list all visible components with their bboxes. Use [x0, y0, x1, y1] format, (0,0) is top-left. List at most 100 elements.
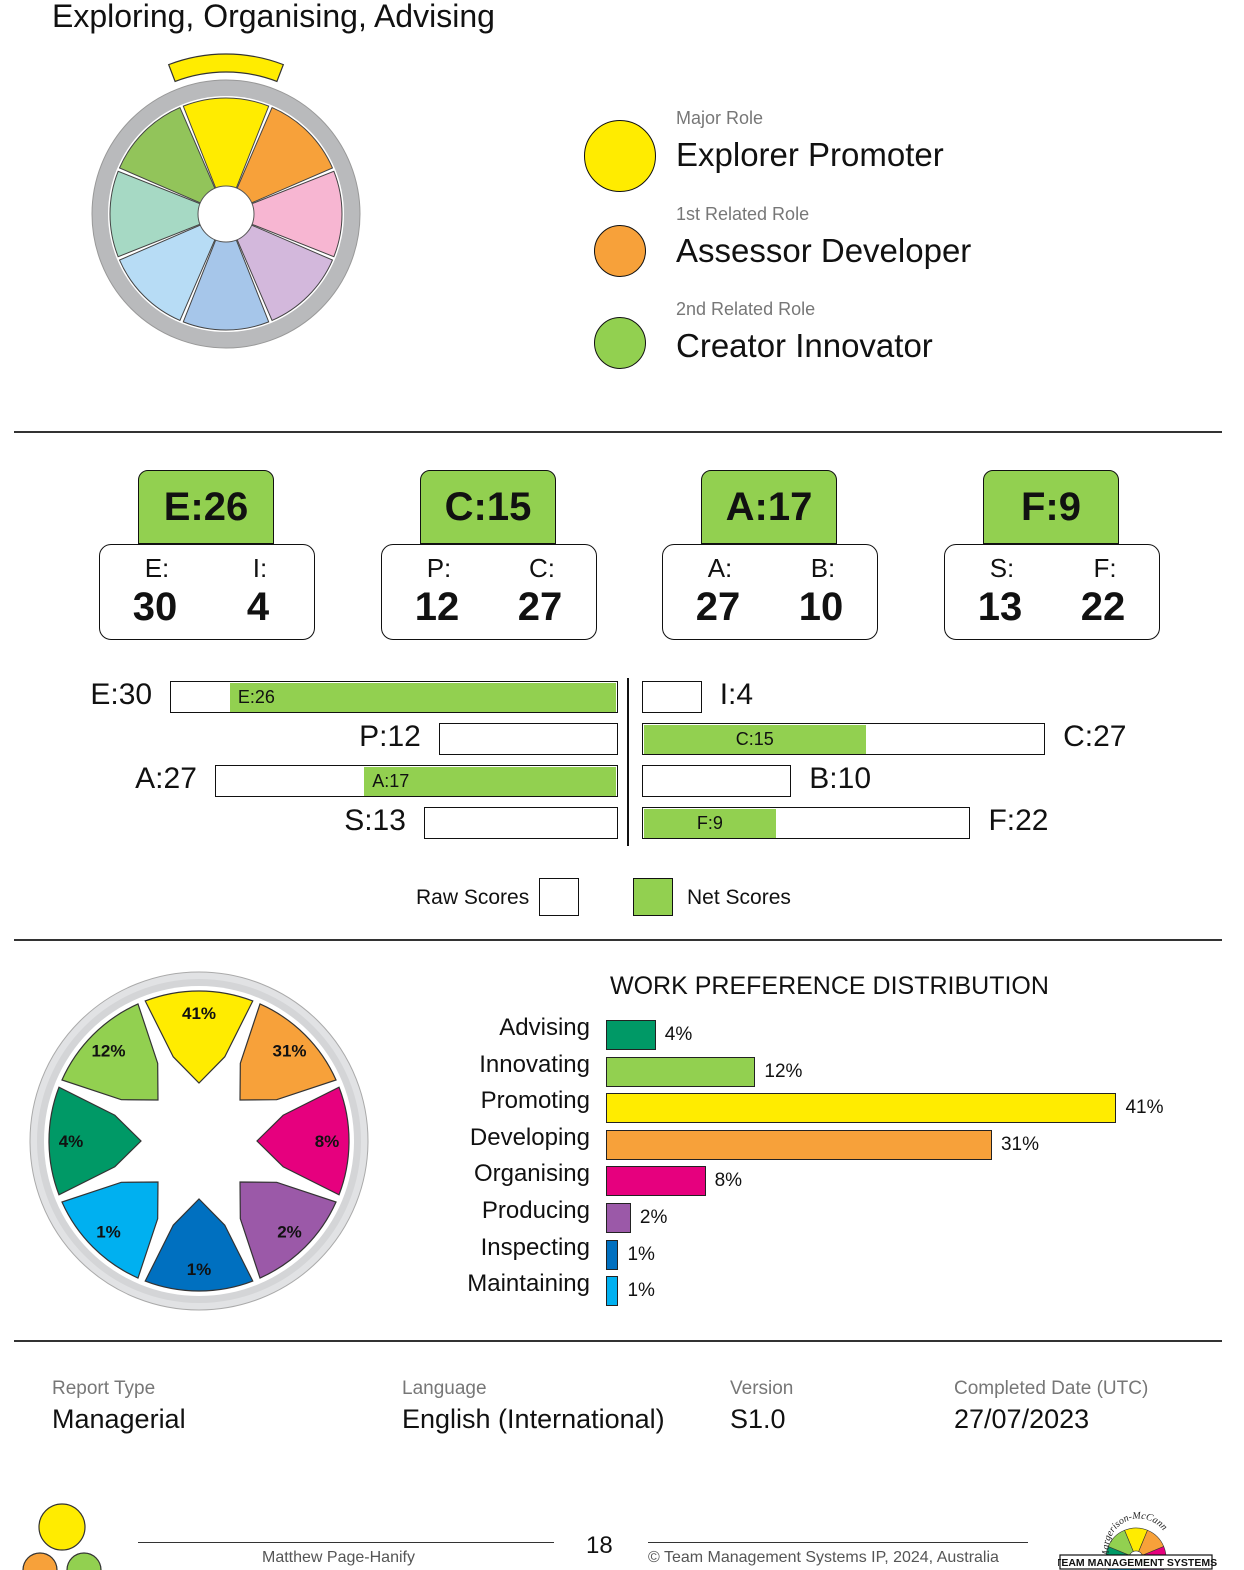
raw-score-right-label: C: [529, 553, 555, 583]
work-preference-wheel-segment [239, 1181, 337, 1279]
logo-text: TEAM MANAGEMENT SYSTEMS [1058, 1557, 1217, 1569]
raw-score-left-label: P: [426, 553, 452, 583]
tms-logo: Margerison-McCann TEAM MANAGEMENT SYSTEM… [1058, 1510, 1217, 1570]
raw-bar-right-label: C:27 [1063, 720, 1127, 753]
work-preference-bar [606, 1166, 706, 1197]
role-caption: Major Role [676, 108, 764, 128]
work-preference-wheel-segment [61, 1003, 159, 1101]
role-wheel [91, 53, 361, 349]
net-bar: E:26 [229, 682, 617, 712]
major-role-arc [167, 53, 285, 83]
divider [14, 1340, 1222, 1342]
work-preference-bar [606, 1129, 992, 1160]
work-preference-wheel-segment [256, 1086, 350, 1196]
report-type-label: Report Type [52, 1378, 156, 1399]
raw-score-box: E: I: 30 4 [99, 544, 315, 640]
work-preference-wheel-segment [48, 1086, 142, 1196]
work-preference-value: 2% [639, 1207, 668, 1228]
work-preference-label: Inspecting [480, 1233, 590, 1261]
raw-bar-left-label: P:12 [359, 720, 421, 753]
net-bar: A:17 [364, 766, 617, 796]
work-preference-wheel-label: 12% [91, 1041, 125, 1060]
work-preference-wheel-label: 1% [96, 1223, 121, 1242]
work-preference-label: Innovating [479, 1050, 590, 1078]
raw-bar-left-label: E:30 [90, 678, 153, 711]
role-name: Assessor Developer [676, 232, 972, 269]
role-name: Explorer Promoter [676, 136, 944, 173]
raw-bar-right [642, 681, 702, 713]
raw-score-left-value: 13 [977, 585, 1023, 629]
raw-score-box: S: F: 13 22 [944, 544, 1160, 640]
net-score-tab: F:9 [983, 470, 1119, 544]
raw-score-box: P: C: 12 27 [381, 544, 597, 640]
work-preference-bar [606, 1056, 756, 1087]
raw-score-right-label: F: [1093, 553, 1117, 583]
raw-score-right-value: 27 [517, 585, 563, 629]
footer-line-left [138, 1542, 554, 1543]
raw-score-left-value: 30 [132, 585, 178, 629]
raw-bar-left-label: A:27 [135, 762, 197, 795]
work-preference-bar [606, 1239, 619, 1270]
work-preference-title: WORK PREFERENCE DISTRIBUTION [610, 972, 1049, 1000]
language-label: Language [402, 1378, 487, 1399]
work-preference-wheel: 41% 31% 8% 2% 1% 1% 4% 12% [29, 971, 369, 1311]
raw-bar-right-label: I:4 [719, 678, 754, 711]
work-preference-label: Organising [473, 1160, 590, 1188]
work-preference-value: 31% [1000, 1133, 1039, 1155]
raw-score-right-label: I: [252, 553, 268, 583]
work-preference-label: Developing [469, 1123, 590, 1151]
raw-score-box: A: B: 27 10 [662, 544, 878, 640]
work-preference-label: Promoting [480, 1087, 590, 1115]
legend-net-swatch [633, 878, 673, 916]
legend-raw-label: Raw Scores [416, 886, 530, 909]
work-preference-label: Advising [499, 1014, 590, 1041]
footer-line-right [648, 1542, 1028, 1543]
work-preference-bar [606, 1203, 631, 1233]
role-color-circle [594, 317, 646, 369]
work-preference-wheel-segment [144, 1198, 254, 1292]
legend-net-label: Net Scores [687, 886, 791, 909]
divider [14, 939, 1222, 941]
version-value: S1.0 [730, 1404, 786, 1434]
net-score-tab: A:17 [701, 470, 837, 544]
role-name: Creator Innovator [676, 327, 933, 364]
work-preference-value: 41% [1125, 1097, 1164, 1119]
work-preference-wheel-segment [144, 990, 254, 1084]
work-preference-label: Producing [481, 1197, 590, 1224]
net-score-tab: E:26 [138, 470, 274, 544]
role-color-circle [584, 120, 656, 192]
footer-circles-logo [22, 1503, 102, 1570]
work-preference-wheel-label: 4% [59, 1132, 84, 1151]
footer-name: Matthew Page-Hanify [262, 1549, 415, 1566]
footer-copyright: © Team Management Systems IP, 2024, Aust… [648, 1549, 999, 1566]
net-bar: F:9 [643, 808, 777, 838]
raw-score-right-value: 4 [246, 585, 270, 629]
net-score-tab: C:15 [420, 470, 556, 544]
divider [14, 431, 1222, 433]
role-caption: 1st Related Role [676, 204, 810, 224]
role-color-circle [594, 225, 646, 277]
net-bar: C:15 [643, 724, 866, 754]
version-label: Version [730, 1378, 794, 1399]
work-preference-bar [606, 1020, 656, 1050]
completed-date-value: 27/07/2023 [954, 1404, 1090, 1434]
completed-date-label: Completed Date (UTC) [954, 1378, 1149, 1399]
work-preference-value: 12% [764, 1060, 803, 1082]
raw-bar-left [438, 723, 618, 755]
raw-score-left-label: S: [989, 553, 1015, 583]
raw-bar-left-label: S:13 [344, 804, 406, 837]
work-preference-wheel-label: 31% [272, 1041, 306, 1060]
raw-bar-right [642, 765, 792, 797]
raw-score-left-value: 12 [414, 585, 460, 629]
work-preference-wheel-segment [239, 1003, 337, 1101]
work-preference-wheel-label: 1% [187, 1260, 212, 1279]
language-value: English (International) [402, 1404, 665, 1434]
raw-score-right-label: B: [810, 553, 836, 583]
work-preference-value: 1% [627, 1243, 655, 1265]
report-type-value: Managerial [52, 1404, 186, 1434]
legend-raw-swatch [539, 878, 579, 916]
raw-score-left-value: 27 [695, 585, 741, 629]
work-preference-wheel-label: 8% [315, 1132, 340, 1151]
work-preference-bar [606, 1276, 619, 1307]
work-preference-bar [606, 1093, 1117, 1124]
